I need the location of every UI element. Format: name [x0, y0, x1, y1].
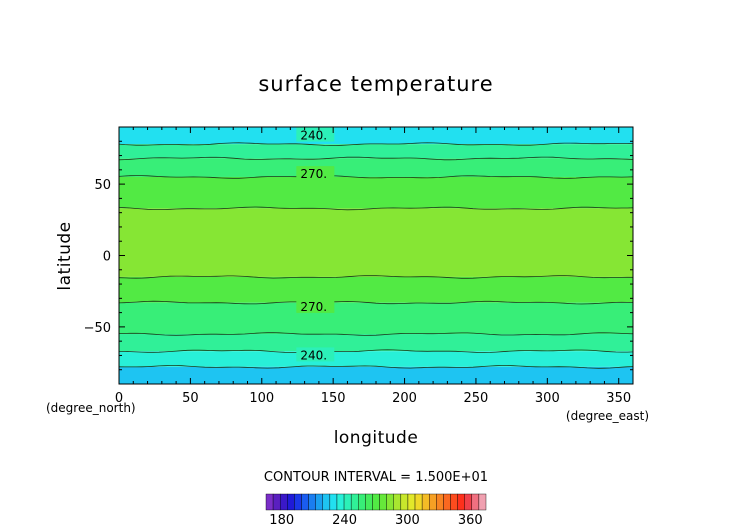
colorbar-cell: [294, 493, 302, 511]
colorbar-cell: [400, 493, 409, 511]
colorbar-tick-label: 300: [395, 513, 420, 528]
x-tick-label: 50: [182, 391, 199, 406]
contour-labels: 240. 270. 270. 240.: [296, 127, 335, 362]
x-tick-label: 300: [535, 391, 560, 406]
temperature-band: [119, 276, 633, 303]
contour-line: [119, 365, 633, 369]
colorbar-cell: [272, 493, 281, 511]
contour-line: [119, 206, 633, 211]
x-tick-label: 0: [115, 391, 123, 406]
temperature-band: [119, 208, 633, 277]
colorbar-cells: [265, 493, 487, 511]
contour-line: [119, 142, 633, 146]
contour-line: [119, 349, 633, 353]
colorbar-cell: [343, 493, 352, 511]
colorbar-cell: [457, 493, 465, 511]
colorbar-tick-labels: 180 240 300 360: [269, 513, 482, 528]
colorbar-cell: [436, 493, 444, 511]
contour-line: [119, 175, 633, 179]
temperature-band: [119, 176, 633, 209]
x-axis-label: longitude: [334, 428, 419, 448]
colorbar-tick-label: 360: [458, 513, 483, 528]
temperature-band: [119, 302, 633, 335]
colorbar-cell: [265, 493, 274, 511]
x-axis-ticks: 0 50 100 150 200 250 300 350: [115, 127, 631, 406]
x-tick-label: 200: [392, 391, 417, 406]
colorbar-cell: [443, 493, 451, 511]
contour-label: 240.: [300, 129, 327, 143]
temperature-band: [119, 334, 633, 352]
colorbar-cell: [365, 493, 373, 511]
temperature-band: [119, 158, 633, 177]
colorbar-cell: [471, 493, 480, 511]
colorbar-cell: [287, 493, 295, 511]
temperature-bands: [119, 127, 633, 384]
y-axis-label: latitude: [55, 221, 75, 290]
y-tick-label: 50: [94, 178, 111, 193]
colorbar-tick-label: 240: [332, 513, 357, 528]
colorbar-cell: [329, 493, 338, 511]
x-tick-label: 350: [606, 391, 631, 406]
contour-interval-text: CONTOUR INTERVAL = 1.500E+01: [264, 470, 488, 485]
contour-lines: [119, 142, 633, 369]
x-tick-label: 100: [249, 391, 274, 406]
plot-area: 240. 270. 270. 240.: [118, 126, 634, 385]
colorbar-cell: [322, 493, 331, 511]
contour-line: [119, 300, 633, 305]
x-tick-label: 150: [321, 391, 346, 406]
colorbar-cell: [414, 493, 423, 511]
contour-label-bg: [296, 127, 335, 142]
colorbar-cell: [358, 493, 366, 511]
colorbar-cell: [421, 493, 430, 511]
temperature-band: [119, 366, 633, 384]
colorbar-cell: [386, 493, 394, 511]
colorbar-cell: [450, 493, 458, 511]
colorbar-cell: [407, 493, 416, 511]
y-unit-label: (degree_north): [46, 401, 136, 415]
x-tick-label: 250: [464, 391, 489, 406]
colorbar-cell: [308, 493, 316, 511]
colorbar-cell: [379, 493, 387, 511]
contour-label-bg: [296, 166, 335, 181]
contour-label: 240.: [300, 348, 327, 362]
colorbar-cell: [464, 493, 473, 511]
contour-line: [119, 275, 633, 279]
colorbar-cell: [350, 493, 359, 511]
contour-label: 270.: [300, 167, 327, 181]
colorbar-cell: [315, 493, 323, 511]
colorbar-tick-label: 180: [269, 513, 294, 528]
colorbar-cell: [279, 493, 288, 511]
y-axis-ticks: 50 0 −50: [84, 140, 633, 371]
colorbar-cell: [372, 493, 380, 511]
contour-line: [119, 156, 633, 161]
contour-label-bg: [296, 298, 335, 313]
colorbar: 180 240 300 360: [265, 493, 487, 528]
contour-label: 270.: [300, 300, 327, 314]
colorbar-cell: [478, 493, 487, 511]
colorbar-cell: [336, 493, 345, 511]
colorbar-cell: [301, 493, 309, 511]
chart-title: surface temperature: [258, 72, 493, 96]
x-unit-label: (degree_east): [566, 409, 649, 423]
colorbar-cell: [429, 493, 437, 511]
temperature-band: [119, 127, 633, 145]
y-tick-label: −50: [84, 321, 111, 336]
y-tick-label: 0: [103, 250, 111, 265]
contour-label-bg: [296, 347, 335, 362]
temperature-band: [119, 144, 633, 159]
contour-line: [119, 332, 633, 336]
temperature-band: [119, 351, 633, 367]
colorbar-cell: [393, 493, 402, 511]
